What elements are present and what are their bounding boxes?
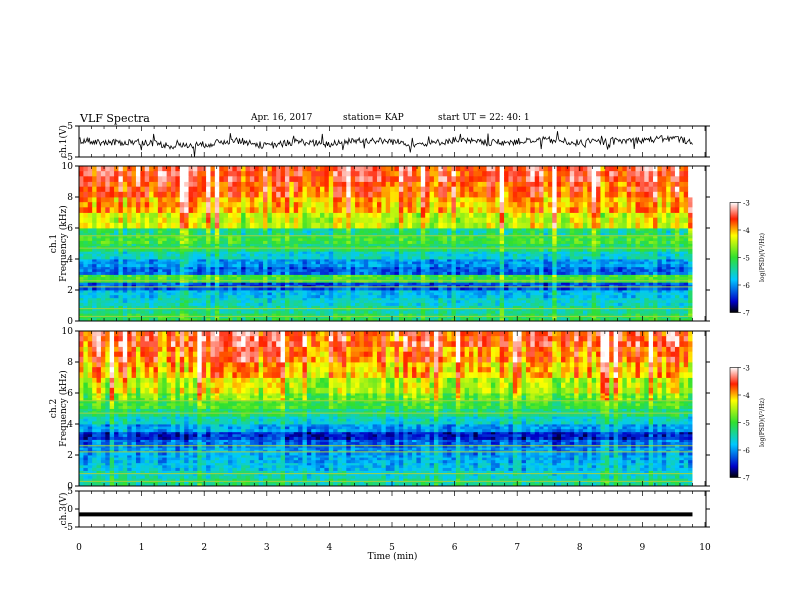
x-tick-label: 3 (264, 543, 270, 553)
station-label: station= KAP (343, 113, 404, 123)
ch3-ytick-label: -5 (64, 523, 73, 533)
ch1-ytick-label: -5 (64, 153, 73, 163)
x-tick-label: 4 (327, 543, 333, 553)
ch1-spec-ytick-label: 0 (67, 317, 73, 327)
ch1-colorbar-tick-label: -4 (743, 227, 750, 235)
x-tick-label: 1 (139, 543, 145, 553)
x-tick-label: 5 (389, 543, 395, 553)
ch2-colorbar (729, 367, 739, 478)
ch2-spec-axis-label: Frequency (kHz) (58, 370, 69, 447)
ch1-spec-ytick-label: 8 (67, 193, 73, 203)
ch2-colorbar-tick-label: -4 (743, 392, 750, 400)
ch3-axis-label: ch.3(V) (58, 493, 69, 526)
ch2-spec-frame (78, 330, 707, 487)
x-tick-label: 6 (452, 543, 458, 553)
x-tick-label: 0 (76, 543, 82, 553)
ch1-spec-frame (78, 165, 707, 322)
ch1-colorbar-label: log(PSD)(V²/Hz) (759, 233, 766, 282)
date-label: Apr. 16, 2017 (251, 113, 313, 123)
ch2-spec-ytick-label: 8 (67, 358, 73, 368)
ch3-frame (78, 490, 707, 528)
ch1-spec-axis-label: ch.1 (49, 234, 59, 253)
ch2-colorbar-label: log(PSD)(V²/Hz) (759, 398, 766, 447)
ch1-spec-axis-label: Frequency (kHz) (58, 205, 69, 282)
x-axis-label: Time (min) (368, 551, 418, 562)
chart-title: VLF Spectra (80, 112, 150, 125)
ch1-spec-ytick-label: 6 (67, 224, 73, 234)
ch3-ytick-label: 5 (67, 487, 73, 497)
ch1-ytick-label: 5 (67, 122, 73, 132)
ch1-colorbar-tick-label: -5 (743, 255, 750, 263)
ch2-spec-ytick-label: 4 (67, 420, 73, 430)
ch1-colorbar-tick-label: -7 (743, 310, 750, 318)
ch3-ytick-label: 0 (67, 505, 73, 515)
ch2-colorbar-tick-label: -5 (743, 420, 750, 428)
ch1-colorbar-tick-label: -6 (743, 282, 750, 290)
x-tick-label: 2 (201, 543, 207, 553)
ch2-spec-ytick-label: 2 (67, 451, 73, 461)
start-time-label: start UT = 22: 40: 1 (438, 113, 530, 123)
x-tick-label: 10 (699, 543, 711, 553)
ch1-spec-ytick-label: 2 (67, 286, 73, 296)
ch2-spec-ytick-label: 0 (67, 482, 73, 492)
x-tick-label: 9 (640, 543, 646, 553)
ch1-trace (78, 131, 693, 158)
x-tick-label: 7 (514, 543, 520, 553)
ch2-colorbar-tick-label: -6 (743, 447, 750, 455)
ch2-colorbar-tick-label: -7 (743, 475, 750, 483)
x-tick-label: 8 (577, 543, 583, 553)
ch1-colorbar (729, 202, 739, 313)
ch2-spec-ytick-label: 6 (67, 389, 73, 399)
ch1-frame (78, 125, 707, 158)
ch2-colorbar-tick-label: -3 (743, 365, 750, 373)
ch2-spec-axis-label: ch.2 (49, 399, 59, 418)
ch1-axis-label: ch.1(V) (58, 125, 69, 158)
ch1-colorbar-tick-label: -3 (743, 200, 750, 208)
ch2-spec-ytick-label: 10 (62, 327, 74, 337)
ch1-spec-ytick-label: 4 (67, 255, 73, 265)
ch1-spec-ytick-label: 10 (62, 162, 74, 172)
